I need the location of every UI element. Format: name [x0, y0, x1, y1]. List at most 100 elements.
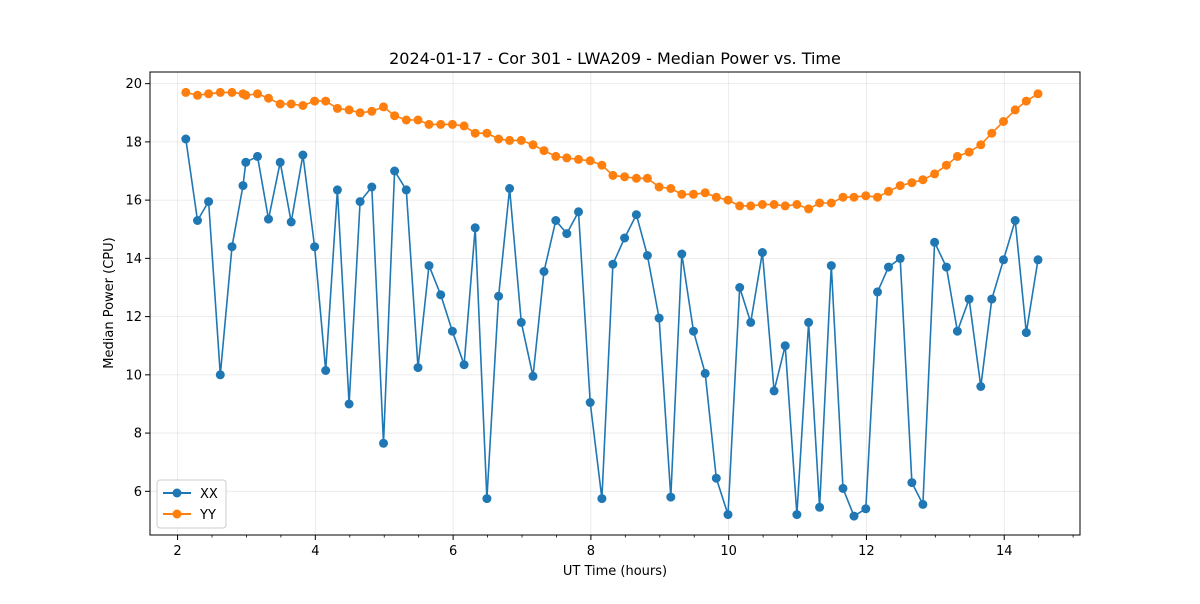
data-point-xx: [227, 242, 237, 252]
data-point-xx: [241, 157, 251, 167]
data-point-yy: [677, 189, 687, 199]
data-point-xx: [551, 216, 561, 225]
data-point-xx: [608, 259, 618, 269]
data-point-xx: [769, 386, 779, 396]
data-point-xx: [253, 151, 262, 161]
data-point-xx: [482, 494, 492, 504]
data-point-yy: [332, 103, 342, 113]
data-point-yy: [494, 134, 504, 144]
data-point-yy: [769, 200, 779, 209]
data-point-xx: [895, 253, 905, 263]
data-point-yy: [815, 198, 825, 208]
data-point-xx: [424, 261, 434, 271]
chart-title: 2024-01-17 - Cor 301 - LWA209 - Median P…: [389, 49, 841, 68]
data-point-xx: [861, 504, 871, 514]
data-point-yy: [930, 169, 940, 179]
data-point-xx: [494, 291, 504, 301]
data-point-xx: [1010, 216, 1020, 225]
data-point-yy: [528, 140, 538, 150]
data-point-yy: [711, 192, 721, 202]
data-point-yy: [849, 192, 859, 202]
data-point-xx: [562, 229, 572, 239]
data-point-yy: [735, 201, 745, 211]
legend-marker-yy: [172, 509, 182, 519]
data-point-yy: [689, 189, 698, 199]
data-point-xx: [275, 157, 285, 167]
data-point-yy: [838, 192, 848, 202]
data-point-yy: [574, 154, 583, 164]
data-point-xx: [700, 368, 710, 378]
legend-label-yy: YY: [199, 508, 216, 523]
y-tick-label: 16: [125, 194, 142, 209]
data-point-yy: [631, 173, 641, 183]
data-point-xx: [355, 197, 365, 207]
data-point-yy: [379, 102, 388, 112]
data-point-yy: [436, 119, 446, 129]
data-point-xx: [666, 492, 676, 502]
data-point-xx: [987, 294, 997, 304]
data-point-yy: [505, 135, 515, 145]
data-point-yy: [516, 135, 526, 145]
series-line-yy: [185, 91, 1039, 210]
data-point-xx: [516, 317, 526, 327]
legend-marker-xx: [172, 488, 182, 498]
data-point-yy: [999, 117, 1008, 126]
data-point-yy: [757, 200, 767, 209]
series-layer: [181, 87, 1043, 521]
legend-label-xx: XX: [200, 487, 218, 502]
data-point-xx: [585, 398, 595, 407]
data-point-yy: [204, 89, 214, 99]
data-point-yy: [792, 200, 802, 209]
data-point-xx: [539, 267, 549, 276]
data-point-yy: [941, 160, 951, 170]
data-point-yy: [321, 96, 331, 106]
x-tick-label: 14: [996, 544, 1013, 559]
data-point-xx: [849, 511, 859, 521]
legend: XX YY: [156, 479, 227, 529]
data-point-xx: [815, 502, 825, 512]
data-point-yy: [215, 87, 225, 97]
data-point-xx: [310, 242, 320, 252]
data-point-yy: [700, 188, 710, 198]
data-point-yy: [654, 182, 664, 192]
data-point-xx: [677, 249, 687, 259]
data-point-yy: [895, 181, 905, 191]
data-point-yy: [413, 115, 423, 125]
data-point-xx: [642, 251, 652, 260]
data-point-yy: [447, 119, 457, 129]
data-point-yy: [181, 87, 191, 97]
data-point-xx: [436, 290, 446, 300]
data-point-xx: [746, 317, 756, 327]
y-tick-label: 14: [125, 252, 142, 267]
data-point-xx: [873, 287, 882, 297]
data-point-xx: [459, 360, 469, 370]
data-point-yy: [723, 195, 733, 205]
data-point-xx: [918, 499, 928, 509]
data-point-xx: [390, 166, 400, 176]
data-point-yy: [780, 201, 790, 211]
data-point-yy: [264, 93, 273, 103]
data-point-yy: [539, 146, 549, 156]
data-point-yy: [861, 191, 871, 201]
data-point-xx: [804, 317, 814, 327]
data-point-xx: [298, 150, 308, 160]
data-point-yy: [746, 201, 756, 211]
data-point-xx: [238, 181, 248, 191]
data-point-xx: [470, 223, 480, 233]
data-point-xx: [907, 478, 917, 488]
y-tick-label: 6: [134, 485, 142, 500]
x-tick-label: 8: [587, 544, 595, 559]
data-point-xx: [181, 134, 191, 144]
data-point-xx: [826, 261, 836, 271]
data-point-yy: [620, 172, 630, 182]
data-point-yy: [804, 204, 814, 214]
data-point-xx: [976, 382, 986, 391]
data-point-yy: [642, 173, 652, 183]
data-point-xx: [204, 197, 214, 207]
data-point-yy: [918, 175, 928, 185]
data-point-xx: [379, 438, 388, 448]
data-point-xx: [597, 494, 607, 504]
x-axis-label: UT Time (hours): [563, 564, 667, 579]
data-point-xx: [620, 233, 630, 243]
y-tick-label: 18: [125, 135, 142, 150]
